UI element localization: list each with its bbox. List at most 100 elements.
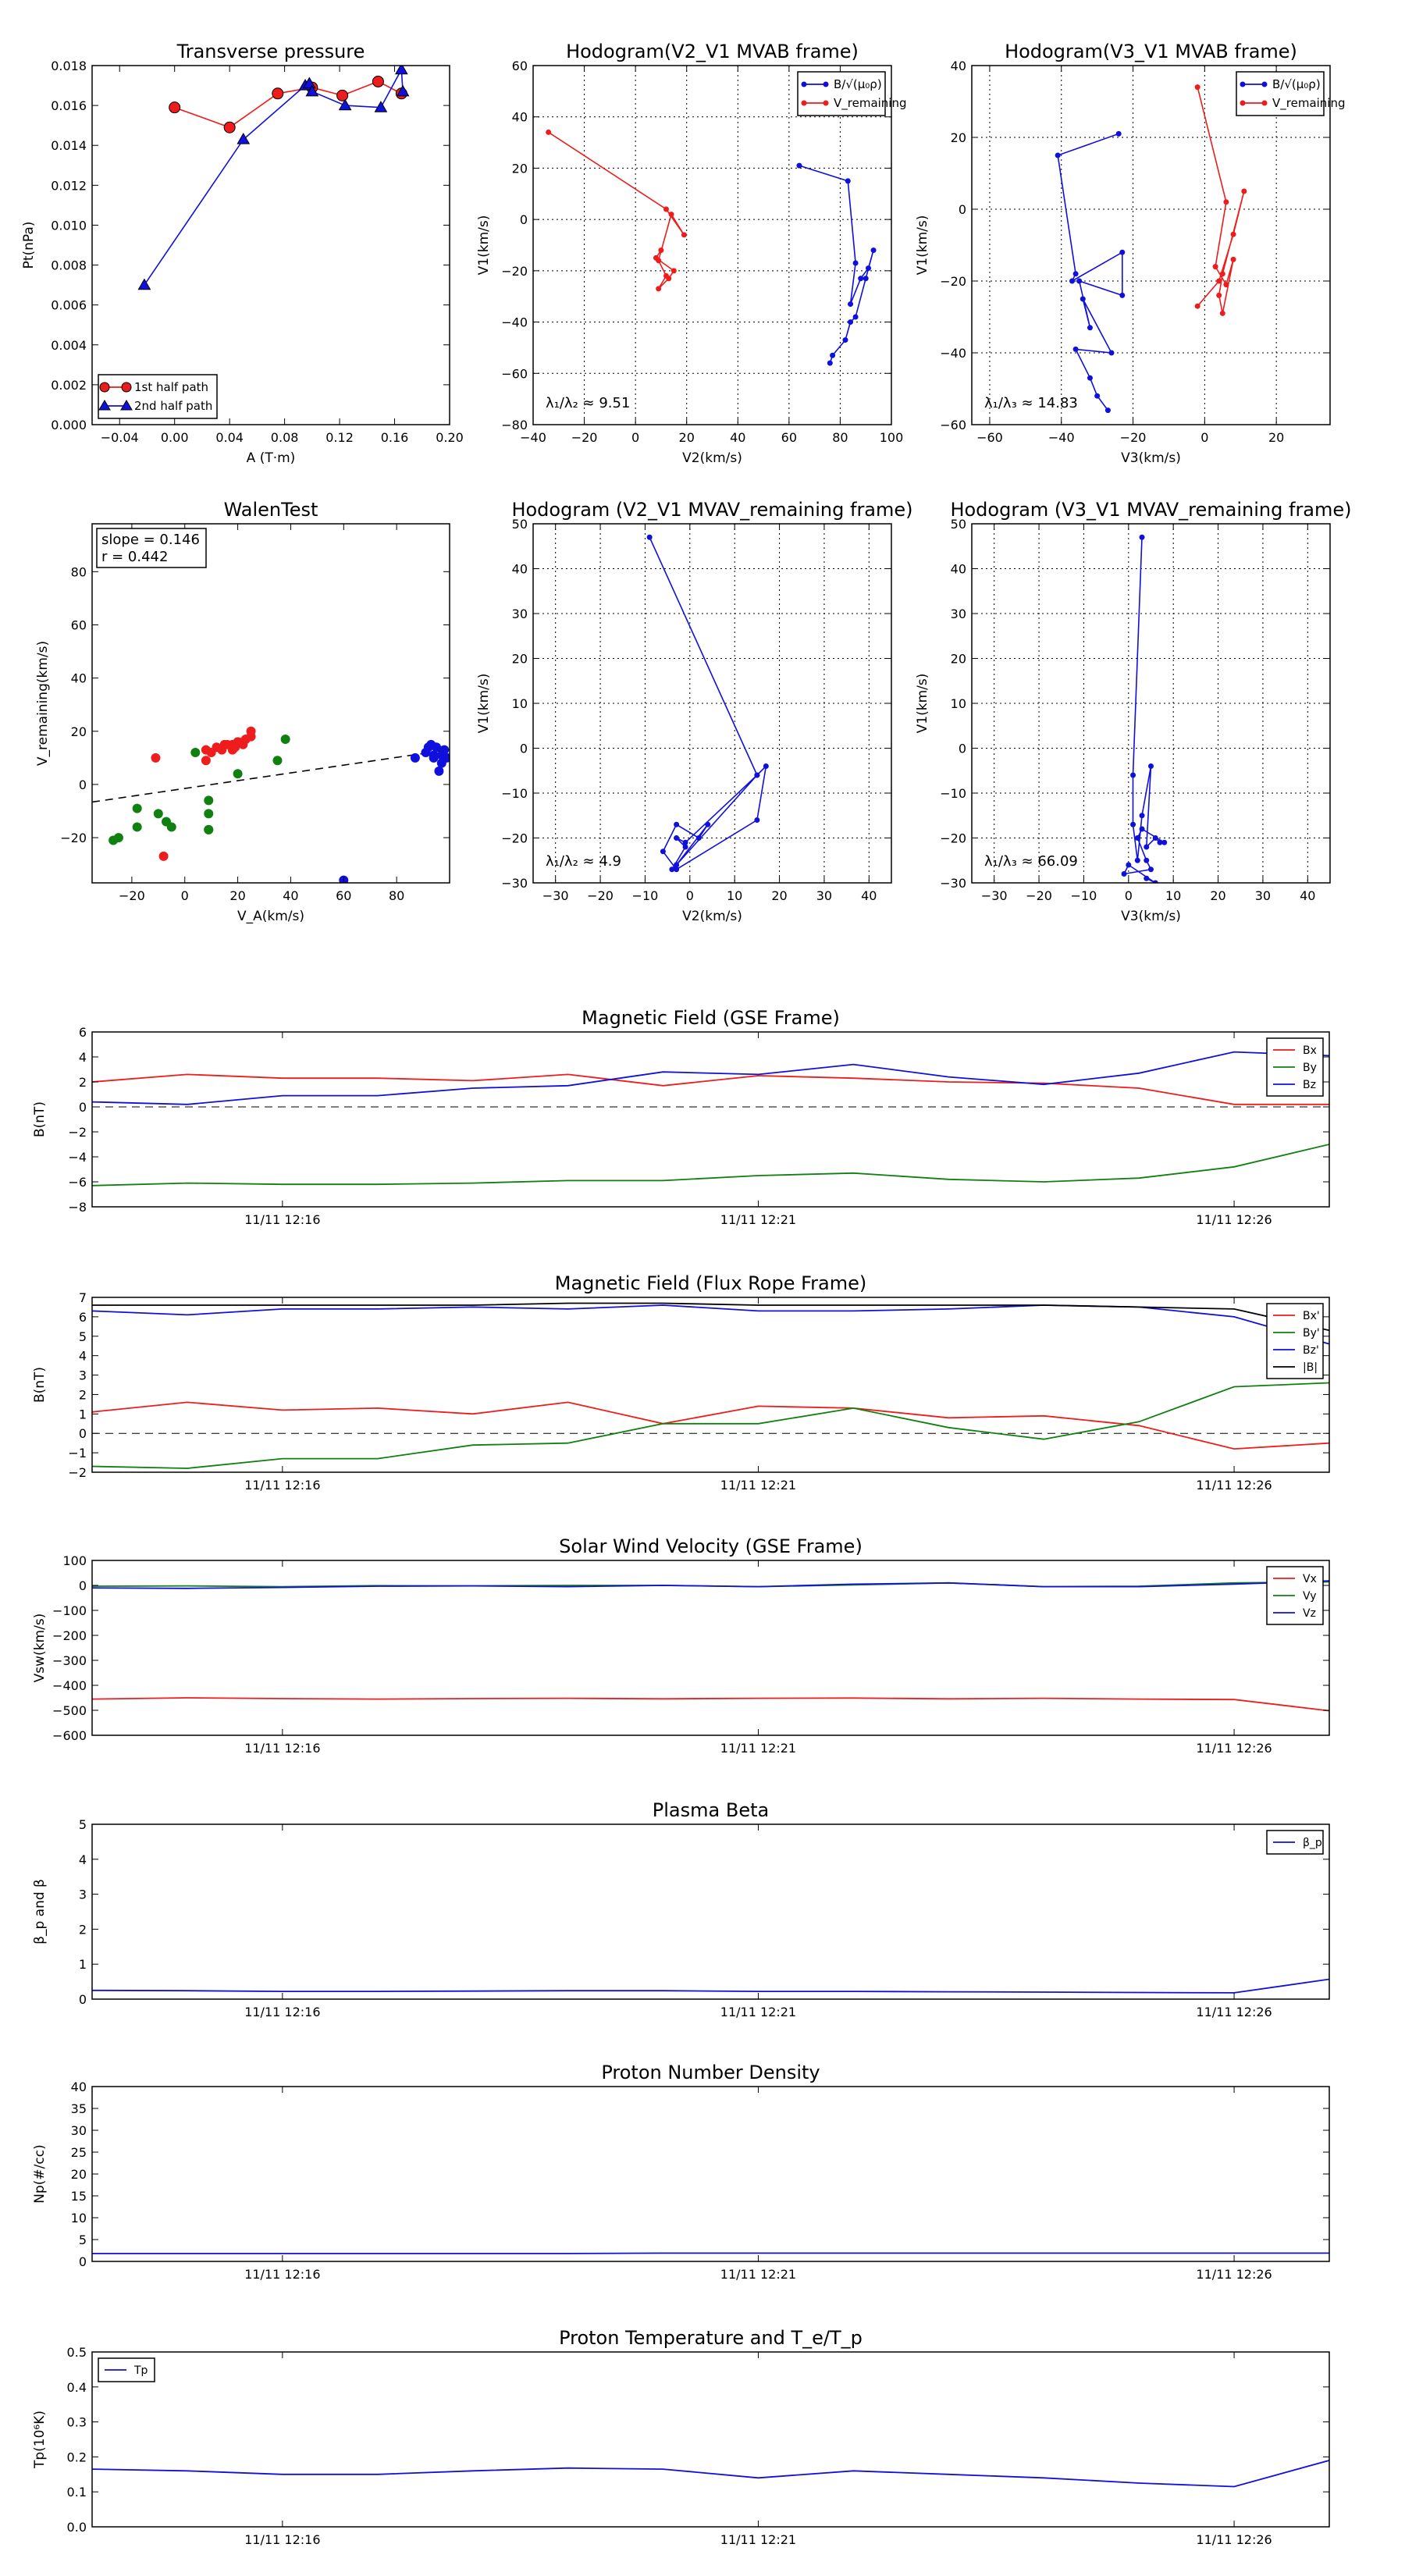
x-tick-label: −10 [632,888,659,903]
data-point [280,735,290,744]
legend-label: Bx [1303,1044,1317,1057]
legend: B/√(μ₀ρ) V_remaining [1236,71,1346,116]
data-point [848,319,854,326]
data-point [1152,880,1158,883]
data-point [1072,271,1079,277]
data-point [1130,772,1136,778]
x-tick-label: 40 [730,430,745,445]
data-point [1144,857,1150,863]
data-point [1219,310,1225,316]
x-tick-label: 0.04 [215,430,244,445]
y-tick-label: 7 [79,1290,87,1305]
chart-np: 11/11 12:16 11/11 12:21 11/11 12:26 0 5 10 15 2… [32,2062,1330,2282]
x-tick-label: 11/11 12:16 [244,2005,320,2019]
y-tick-label: 40 [71,671,87,686]
data-point [852,260,859,266]
data-point [1216,278,1222,284]
y-tick-label: 4 [79,1852,87,1867]
y-tick-label: 100 [62,1553,87,1568]
x-tick-label: 0.08 [271,430,299,445]
x-tick-label: −40 [520,430,546,445]
plot-area [92,66,450,425]
data-point [830,352,836,358]
legend-box [1236,71,1325,116]
legend: 1st half path 2nd half path [98,374,218,419]
x-tick-label: 30 [816,888,832,903]
y-tick-label: 0.002 [51,378,87,393]
data-point [336,89,349,101]
data-layer [1121,534,1168,883]
y-tick-label: 30 [512,607,528,621]
legend-label: Vx [1303,1573,1317,1585]
y-tick-label: 20 [951,130,966,145]
data-point [272,756,283,766]
plot-frame [91,65,450,425]
x-axis-label: V2(km/s) [682,450,742,466]
y-tick-label: 3 [79,1888,87,1902]
y-tick-label: −40 [501,315,528,330]
y-tick-label: 3 [79,1368,87,1383]
data-point [660,849,666,855]
data-point [1087,325,1093,331]
x-tick-label: 11/11 12:21 [720,1478,796,1493]
x-axis-label: V2(km/s) [682,909,742,924]
data-layer [92,2460,1329,2488]
data-point [204,824,214,834]
legend-box [1266,1303,1324,1379]
x-tick-label: −40 [1048,430,1075,445]
legend: β_p [1266,1830,1324,1855]
data-point [695,835,702,841]
x-tick-label: −20 [1026,888,1052,903]
x-tick-label: 30 [1255,888,1271,903]
x-tick-label: 10 [727,888,742,903]
data-point [1126,862,1132,868]
x-tick-label: 0.16 [381,430,409,445]
data-point [233,769,243,779]
y-tick-label: −80 [501,418,528,432]
x-tick-label: 11/11 12:26 [1196,1212,1272,1227]
data-point [432,742,442,753]
y-tick-label: −20 [940,274,966,289]
ratio-annotation: λ₁/λ₃ ≈ 14.83 [984,395,1078,411]
data-point [338,98,352,111]
y-tick-label: 1 [79,1957,87,1972]
data-point [394,66,408,75]
data-point [1108,350,1115,356]
chart-bgse: 11/11 12:16 11/11 12:21 11/11 12:26 −8 −6 −4 −… [32,1007,1330,1227]
data-point [663,206,669,212]
data-point [1115,130,1122,137]
legend: Bx' By' Bz' |B| [1266,1303,1324,1379]
x-tick-label: 0 [686,888,694,903]
data-point [305,84,319,97]
x-tick-label: 11/11 12:16 [244,2532,320,2547]
series-line-Vx [92,1697,1329,1712]
y-tick-label: −6 [68,1175,87,1190]
stats-text: r = 0.442 [101,549,168,565]
legend: Vx Vy Vz [1266,1566,1324,1625]
data-point [1152,835,1158,841]
chart-h21r: −30 −20 −10 0 10 20 30 40 −30 −20 −10 0 10 20 30 40 50Ho… [476,499,913,924]
plot-area [533,66,891,425]
plot-area [92,1297,1329,1472]
y-tick-label: −60 [940,418,966,432]
y-tick-label: 50 [951,517,966,532]
chart-walen: −20 0 20 40 60 80 −20 0 20 40 60 80 WalenTest V_A(km/… [35,499,450,924]
data-point [237,133,251,144]
x-tick-label: 11/11 12:16 [244,1741,320,1756]
chart-title: Hodogram (V2_V1 MVAV_remaining frame) [511,499,912,521]
chart-h31: −60 −40 −20 0 20 −60 −40 −20 0 20 40 Hodogram(V3_V1… [915,41,1346,466]
data-point [137,278,151,290]
plot-frame [532,65,892,425]
chart-title: Magnetic Field (Flux Rope Frame) [555,1272,866,1294]
chart-bfr: 11/11 12:16 11/11 12:21 11/11 12:26 −2 −1 0 1 2… [32,1272,1330,1493]
x-tick-label: 0 [1125,888,1133,903]
chart-title: WalenTest [224,499,318,521]
data-point [763,763,769,769]
legend-marker [1261,81,1268,87]
legend-label: Tp [133,2364,148,2377]
chart-h31r: −30 −20 −10 0 10 20 30 40 −30 −20 −10 0 10 20 30 40 50Ho… [915,499,1352,924]
data-point [796,162,802,169]
y-tick-label: 0.0 [67,2520,87,2535]
x-tick-label: 11/11 12:16 [244,1478,320,1493]
legend: B/√(μ₀ρ) V_remaining [797,71,907,116]
